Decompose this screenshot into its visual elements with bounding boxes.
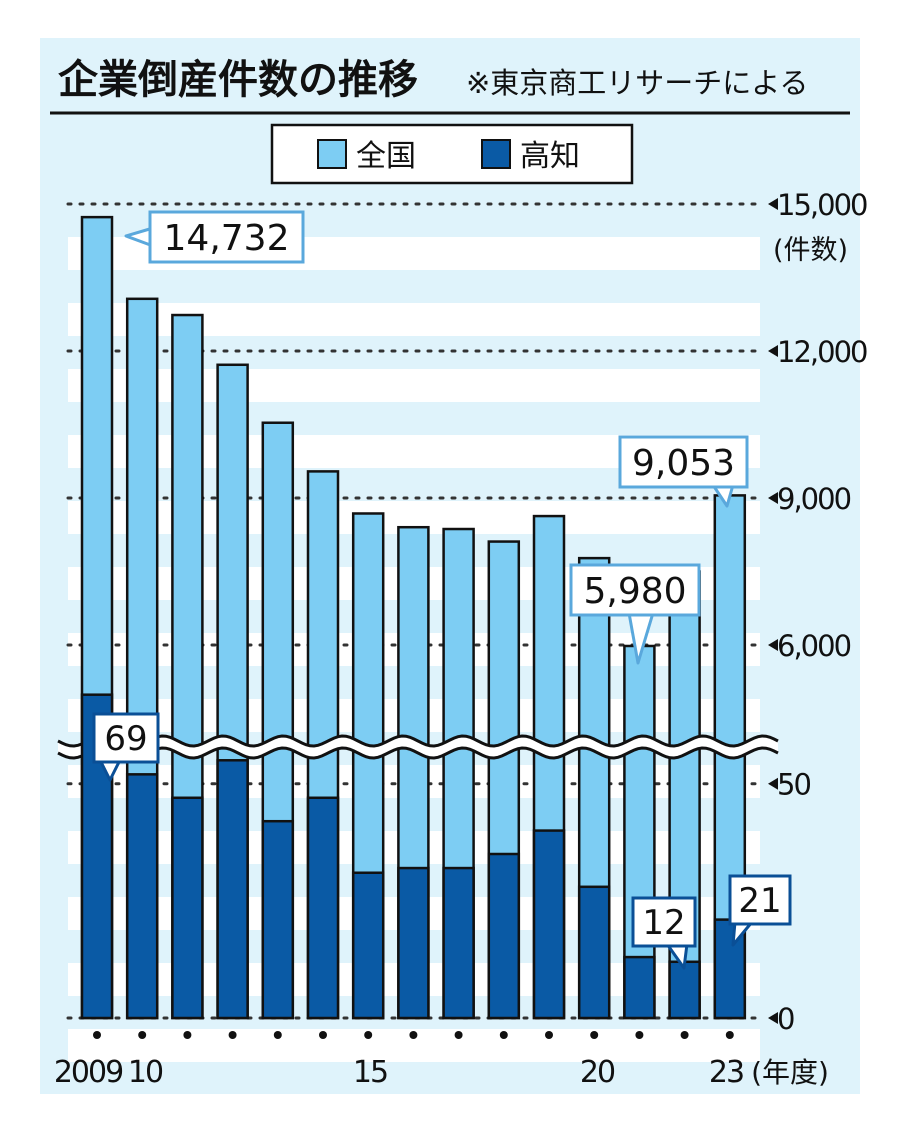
x-tick-dot (409, 1031, 418, 1039)
x-tick-label: 2009 (54, 1055, 122, 1090)
tick-marker (768, 777, 778, 790)
callout-box (569, 563, 701, 617)
x-tick-dot (635, 1031, 644, 1039)
source-note: ※東京商工リサーチによる (466, 66, 808, 100)
x-tick-dot (93, 1031, 101, 1039)
value-callout: 5,980 (569, 563, 701, 665)
legend-label-kochi: 高知 (520, 139, 580, 174)
y-axis: 15,000 12,000 9,000 6,000 50 0 (件数) (768, 188, 869, 1036)
value-callout: 9,053 (618, 435, 749, 508)
tick-marker (768, 1012, 778, 1024)
data-label: 12 (642, 903, 685, 943)
value-callout: 21 (728, 874, 792, 947)
x-tick-dot (228, 1031, 237, 1039)
chart-title: 企業倒産件数の推移 (58, 57, 418, 103)
value-callout: 14,732 (124, 210, 305, 264)
legend-swatch-kochi (481, 139, 511, 169)
callout-box (631, 896, 697, 948)
bar-kochi (397, 866, 430, 1020)
x-tick-dot (364, 1031, 373, 1039)
value-callout: 69 (92, 712, 160, 782)
bar-kochi (623, 955, 656, 1020)
x-axis-unit: (年度) (751, 1056, 829, 1089)
y-tick-label-lower-0: 50 (777, 768, 810, 802)
y-axis-unit: (件数) (773, 235, 848, 266)
x-tick-dot (680, 1031, 689, 1039)
bar-kochi (668, 960, 701, 1020)
callouts: 14,732 5,980 9,053 69 12 21 (92, 210, 792, 970)
bar-kochi (261, 819, 295, 1020)
tick-marker (768, 345, 778, 357)
callout-box (148, 210, 305, 264)
x-tick-label: 15 (353, 1055, 387, 1090)
data-label: 9,053 (632, 443, 735, 484)
tick-marker (768, 492, 778, 504)
legend-swatch-zenkoku (317, 139, 347, 169)
callout-box (92, 712, 160, 764)
x-tick-dot (590, 1031, 599, 1039)
x-tick-dot (454, 1031, 463, 1039)
legend: 全国 高知 (270, 123, 634, 185)
data-label: 5,980 (583, 571, 686, 612)
tick-marker (768, 198, 778, 210)
callout-box (728, 874, 792, 926)
x-tick-label: 10 (128, 1055, 163, 1090)
x-tick-label: 23 (709, 1055, 743, 1090)
callout-box (618, 435, 749, 489)
legend-label-zenkoku: 全国 (356, 139, 416, 174)
bar-kochi (577, 885, 611, 1020)
value-callout: 12 (631, 896, 697, 970)
bar-kochi (351, 871, 385, 1020)
y-tick-label-lower-1: 0 (777, 1002, 794, 1036)
x-tick-dot (319, 1031, 327, 1039)
y-tick-label-upper-1: 12,000 (777, 335, 867, 369)
x-axis: 2009 10 15 20 23 (年度) (54, 1031, 829, 1090)
x-tick-label: 20 (580, 1055, 615, 1090)
x-tick-dot (273, 1031, 282, 1039)
y-tick-label-upper-2: 9,000 (777, 482, 851, 516)
tick-marker (768, 639, 778, 651)
data-label: 69 (104, 719, 147, 759)
x-tick-dot (138, 1031, 147, 1039)
x-tick-dot (183, 1031, 192, 1039)
break-line (57, 746, 779, 760)
bar-kochi (306, 796, 340, 1020)
x-tick-dot (545, 1031, 553, 1039)
bar-kochi (487, 852, 521, 1020)
bar-kochi (532, 829, 566, 1020)
bar-kochi (171, 796, 204, 1020)
data-label: 21 (738, 881, 781, 921)
y-tick-label-upper-0: 15,000 (777, 188, 867, 222)
data-label: 14,732 (164, 218, 290, 259)
bar-kochi (216, 759, 249, 1020)
x-tick-dot (725, 1031, 734, 1039)
y-tick-label-upper-3: 6,000 (777, 629, 851, 663)
x-tick-dot (499, 1031, 508, 1039)
axis-break (57, 734, 779, 760)
bar-kochi (442, 866, 475, 1020)
break-line (57, 734, 779, 748)
bar-kochi (125, 773, 159, 1020)
